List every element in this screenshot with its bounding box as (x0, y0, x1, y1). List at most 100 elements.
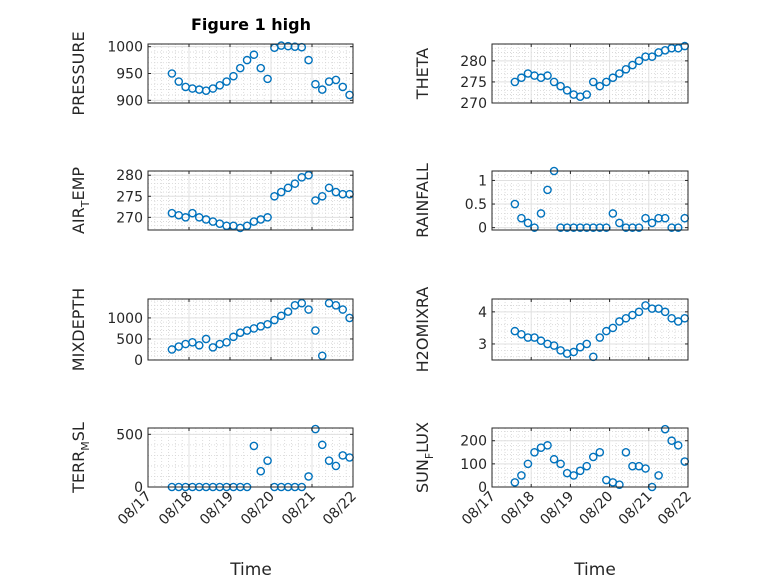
data-point (582, 461, 592, 471)
data-point (621, 64, 631, 74)
data-point (595, 333, 605, 342)
data-point (569, 347, 578, 357)
data-point (660, 307, 670, 317)
figure-title: Figure 1 high (191, 15, 311, 34)
data-point (615, 480, 624, 489)
data-point (324, 456, 334, 465)
data-point (263, 319, 272, 329)
data-point (517, 471, 526, 480)
data-point (536, 209, 546, 218)
y-tick-label: 1000 (107, 311, 143, 327)
data-point (317, 191, 327, 201)
y-axis-label: SUNFLUX (413, 422, 436, 493)
data-point (673, 441, 683, 450)
data-point (242, 55, 252, 65)
data-point (222, 77, 231, 86)
data-point (628, 310, 637, 320)
data-point (562, 86, 572, 95)
data-point (595, 81, 605, 91)
data-point (608, 73, 618, 83)
y-tick-label: 500 (116, 427, 143, 443)
y-tick-label: 4 (478, 305, 487, 321)
subplot-mixdepth: 0 500 1000 MIXDEPTH (69, 288, 354, 371)
y-tick-label: 950 (116, 67, 143, 83)
data-point (549, 77, 559, 87)
x-tick-label: 08/21 (279, 489, 319, 529)
data-point (263, 213, 272, 222)
data-point (324, 183, 334, 193)
data-point (304, 170, 313, 180)
data-point (621, 313, 631, 323)
axes-box (491, 170, 689, 231)
y-tick-label: 0 (478, 221, 487, 237)
data-point (602, 77, 611, 87)
y-tick-label: 280 (460, 54, 487, 70)
data-point (667, 313, 676, 323)
x-tick-label: 08/19 (537, 489, 577, 529)
y-tick-label: 200 (460, 434, 487, 450)
data-point (517, 330, 526, 339)
x-tick-label: 08/21 (616, 489, 656, 529)
data-point (331, 301, 341, 310)
data-point (311, 79, 320, 89)
y-tick-label: 0.5 (465, 197, 487, 213)
y-tick-label: 900 (116, 93, 143, 109)
data-point (510, 326, 520, 336)
data-point (556, 346, 565, 355)
y-axis-label: THETA (413, 48, 432, 100)
subplot-rainfall: 0 0.5 1 RAINFALL (413, 163, 690, 238)
data-point (208, 343, 218, 352)
data-point (575, 466, 585, 476)
data-point (283, 307, 293, 316)
data-point (673, 317, 683, 326)
axes-box (491, 43, 689, 104)
data-point (660, 213, 670, 223)
data-point (549, 341, 559, 350)
data-point (595, 447, 605, 457)
data-point (249, 441, 259, 451)
subplot-theta: 270 275 280 THETA (413, 41, 690, 112)
data-point (549, 454, 559, 464)
y-axis-label: TERRMSL (69, 422, 92, 494)
data-point (317, 351, 327, 361)
data-point (331, 461, 341, 471)
y-axis-label: PRESSURE (69, 31, 88, 115)
data-point (311, 196, 320, 205)
y-axis-label: MIXDEPTH (69, 288, 88, 371)
data-point (276, 311, 286, 321)
data-point (647, 52, 657, 61)
data-point (654, 471, 663, 480)
x-tick-label: 08/20 (238, 489, 278, 529)
subplot-sun: 08/17 08/18 08/19 08/20 08/21 08/220100200SUN… (413, 422, 695, 528)
data-point (634, 223, 644, 232)
data-point (304, 305, 313, 314)
data-point (188, 338, 197, 347)
axes-box (147, 170, 354, 231)
data-point (517, 73, 526, 83)
data-point (256, 466, 266, 476)
data-point (283, 183, 293, 193)
data-point (174, 77, 184, 86)
axes-box (147, 427, 354, 488)
y-tick-label: 500 (116, 332, 143, 348)
data-point (229, 332, 238, 342)
data-point (628, 60, 637, 70)
y-tick-label: 280 (116, 168, 143, 184)
data-point (543, 71, 552, 80)
x-tick-label: 08/18 (156, 489, 196, 529)
data-point (510, 478, 520, 487)
data-point (167, 345, 177, 354)
data-point (235, 63, 245, 73)
data-point (602, 326, 611, 336)
x-axis-label-right: Time (573, 560, 616, 580)
data-point (615, 69, 624, 78)
subplot-air: 270 275 280 AIRTEMP (69, 167, 354, 234)
data-point (530, 447, 539, 457)
data-point (634, 307, 644, 317)
data-point (641, 213, 650, 223)
data-point (338, 82, 348, 92)
data-point (304, 55, 313, 65)
y-tick-label: 0 (134, 480, 143, 496)
data-point (588, 452, 598, 462)
